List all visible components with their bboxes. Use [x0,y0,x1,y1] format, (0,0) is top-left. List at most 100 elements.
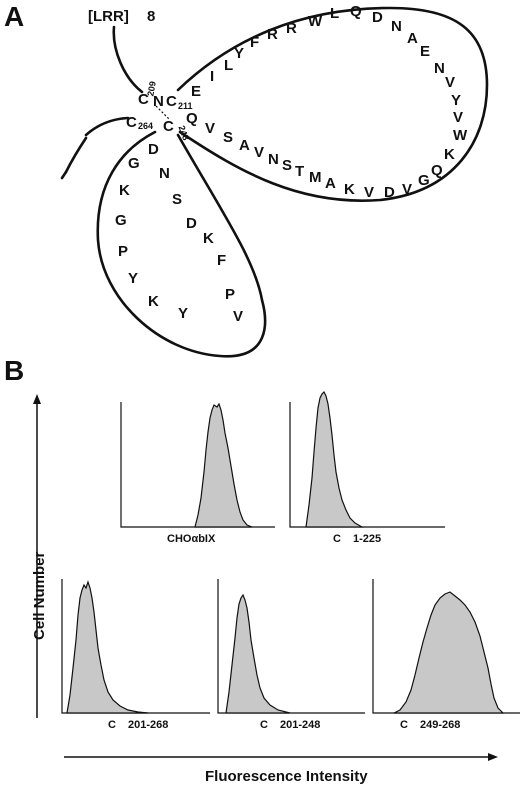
residue: A [325,175,336,192]
residue: P [118,243,128,260]
residue: V [453,109,463,126]
residue: V [233,308,243,325]
cys-209-number: 209 [145,80,157,97]
residue: Q [186,110,198,127]
c-terminal-chain-line [84,116,130,137]
residue: S [223,129,233,146]
x-axis-arrowhead [488,753,498,761]
histogram-c-201-268: C 201-268 [61,579,210,731]
residue: E [191,83,201,100]
lrr-chain-line [112,25,144,94]
cys-248: C [163,118,174,135]
histogram-label-prefix: C [333,533,341,545]
residue: D [148,141,159,158]
residue: N [159,165,170,182]
residue: N [268,151,279,168]
c-terminal-dash [60,170,68,180]
residue: N [434,60,445,77]
histogram-fill [393,591,505,714]
residue: P [225,286,235,303]
small-disulfide-loop [96,130,267,358]
cys-264-number: 264 [138,121,153,131]
residue: S [282,157,292,174]
large-disulfide-loop [176,6,489,202]
residue: Y [451,92,461,109]
small-loop-bottom-residues: Y [178,305,188,322]
residue: T [295,163,304,180]
n-residue: N [153,93,164,110]
residue: K [148,293,159,310]
residue: Y [234,45,244,62]
residue: Y [128,270,138,287]
residue: S [172,191,182,208]
residue: Y [178,305,188,322]
c-terminal-tail [64,136,88,174]
histogram-label: CHOαbIX [167,533,216,545]
histogram-c-249-268: C 249-268 [372,579,520,731]
histogram-label-range: 1-225 [353,533,381,545]
histogram-fill [66,580,149,714]
histogram-label-range: 201-268 [128,719,168,731]
residue: F [217,252,226,269]
residue: K [444,146,455,163]
histogram-label-range: 249-268 [420,719,460,731]
y-axis-arrowhead [33,394,41,404]
residue: V [364,184,374,201]
y-axis-label: Cell Number [31,551,48,640]
panel-b-letter: B [4,355,24,386]
panel-a-letter: A [4,1,24,32]
histogram-c-1-225: C 1-225 [289,390,445,545]
residue: G [115,212,127,229]
histogram-fill [194,402,253,528]
disulfide-bond [155,105,171,121]
cys-264: C [126,114,137,131]
histogram-fill [225,593,291,714]
residue: W [453,127,468,144]
histogram-c-201-248: C 201-248 [217,579,365,731]
residue: D [384,184,395,201]
residue: E [420,43,430,60]
residue: Q [350,3,362,20]
histogram-label-prefix: C [260,719,268,731]
residue: A [239,137,250,154]
cys-248-number: 248 [177,124,192,142]
lrr-label: [LRR] [88,8,129,25]
residue: V [205,120,215,137]
histogram-cho-abix: CHOαbIX [120,402,275,545]
histogram-label-prefix: C [108,719,116,731]
residue: G [418,172,430,189]
histogram-fill [305,390,365,528]
cys-211: C [166,93,177,110]
histogram-label-range: 201-248 [280,719,320,731]
residue: A [407,30,418,47]
residue: V [254,144,264,161]
histogram-label-prefix: C [400,719,408,731]
residue: D [186,215,197,232]
residue: L [224,57,233,74]
residue: M [309,169,322,186]
residue: Q [431,162,443,179]
residue: I [210,68,214,85]
x-axis-label: Fluorescence Intensity [205,768,368,785]
residue: G [128,155,140,172]
residue: L [330,5,339,22]
cys-209: C [138,91,149,108]
residue: V [402,181,412,198]
lrr-number: 8 [147,8,155,25]
cys-211-number: 211 [178,101,193,111]
residue: R [267,26,278,43]
residue: F [250,34,259,51]
residue: R [286,20,297,37]
residue: N [391,18,402,35]
residue: D [372,9,383,26]
residue: V [445,74,455,91]
residue: K [119,182,130,199]
residue: K [203,230,214,247]
residue: K [344,181,355,198]
residue: W [308,13,323,30]
